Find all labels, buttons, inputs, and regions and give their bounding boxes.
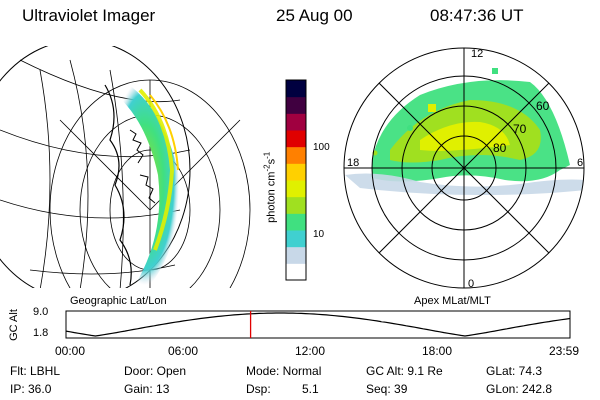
mlt-label-6: 6: [577, 157, 584, 169]
aurora-spot: [428, 104, 436, 112]
apex-caption: Apex MLat/MLT: [414, 295, 491, 307]
mlat-label-60: 60: [536, 99, 550, 113]
info-mode: Mode: Normal: [246, 364, 322, 378]
date-label: 25 Aug 00: [276, 6, 353, 25]
info-ip: IP: 36.0: [10, 382, 52, 396]
mlat-label-70: 70: [513, 122, 527, 136]
altitude-plot: [65, 310, 571, 339]
alt-ylabel: GC Alt: [7, 309, 20, 341]
colorbar-title: photon cm-2s-1: [262, 151, 278, 223]
geo-caption: Geographic Lat/Lon: [70, 295, 167, 307]
colorbar-segment: [286, 213, 306, 231]
info-gc-alt: GC Alt: 9.1 Re: [366, 364, 443, 378]
instrument-title: Ultraviolet Imager: [22, 6, 156, 25]
info-gain: Gain: 13: [124, 382, 170, 396]
polar-plot: [343, 47, 585, 289]
alt-ytick-1-8: 1.8: [33, 327, 49, 339]
colorbar-segment: [286, 246, 306, 264]
info-dsp-label: Dsp:: [246, 382, 271, 396]
polar-grid: [343, 47, 585, 289]
alt-xtick-0000: 00:00: [55, 344, 86, 358]
alt-plot-frame: [65, 310, 571, 339]
colorbar-segment: [286, 230, 306, 248]
mlt-label-18: 18: [347, 157, 360, 169]
mlat-label-80: 80: [493, 141, 507, 155]
geographic-map: [0, 46, 251, 288]
info-door: Door: Open: [124, 364, 187, 378]
altitude-curve: [65, 312, 571, 337]
alt-xtick-1800: 18:00: [422, 344, 453, 358]
info-dsp-value: 5.1: [302, 382, 319, 396]
colorbar: [286, 80, 306, 281]
alt-xtick-2359: 23:59: [549, 344, 580, 358]
colorbar-segment: [286, 113, 306, 131]
mlt-label-0: 0: [468, 278, 475, 290]
colorbar-segment: [286, 130, 306, 148]
info-seq: Seq: 39: [366, 382, 408, 396]
colorbar-segment: [286, 80, 306, 98]
colorbar-frame: [285, 79, 307, 281]
mlt-label-12: 12: [471, 48, 484, 60]
colorbar-segment: [286, 196, 306, 214]
latlon-grid: [0, 59, 251, 288]
alt-xtick-0600: 06:00: [168, 344, 199, 358]
time-label: 08:47:36 UT: [430, 6, 524, 25]
colorbar-tick-10: 10: [313, 229, 325, 240]
info-flt: Flt: LBHL: [10, 364, 61, 378]
colorbar-segment: [286, 263, 306, 281]
alt-ytick-9: 9.0: [33, 306, 49, 318]
colorbar-segment: [286, 180, 306, 198]
coastline: [104, 84, 132, 286]
alt-xtick-1200: 12:00: [295, 344, 326, 358]
colorbar-segment: [286, 146, 306, 164]
colorbar-segment: [286, 163, 306, 181]
colorbar-tick-100: 100: [313, 142, 330, 153]
colorbar-segment: [286, 96, 306, 114]
info-glat: GLat: 74.3: [486, 364, 543, 378]
info-glon: GLon: 242.8: [486, 382, 553, 396]
